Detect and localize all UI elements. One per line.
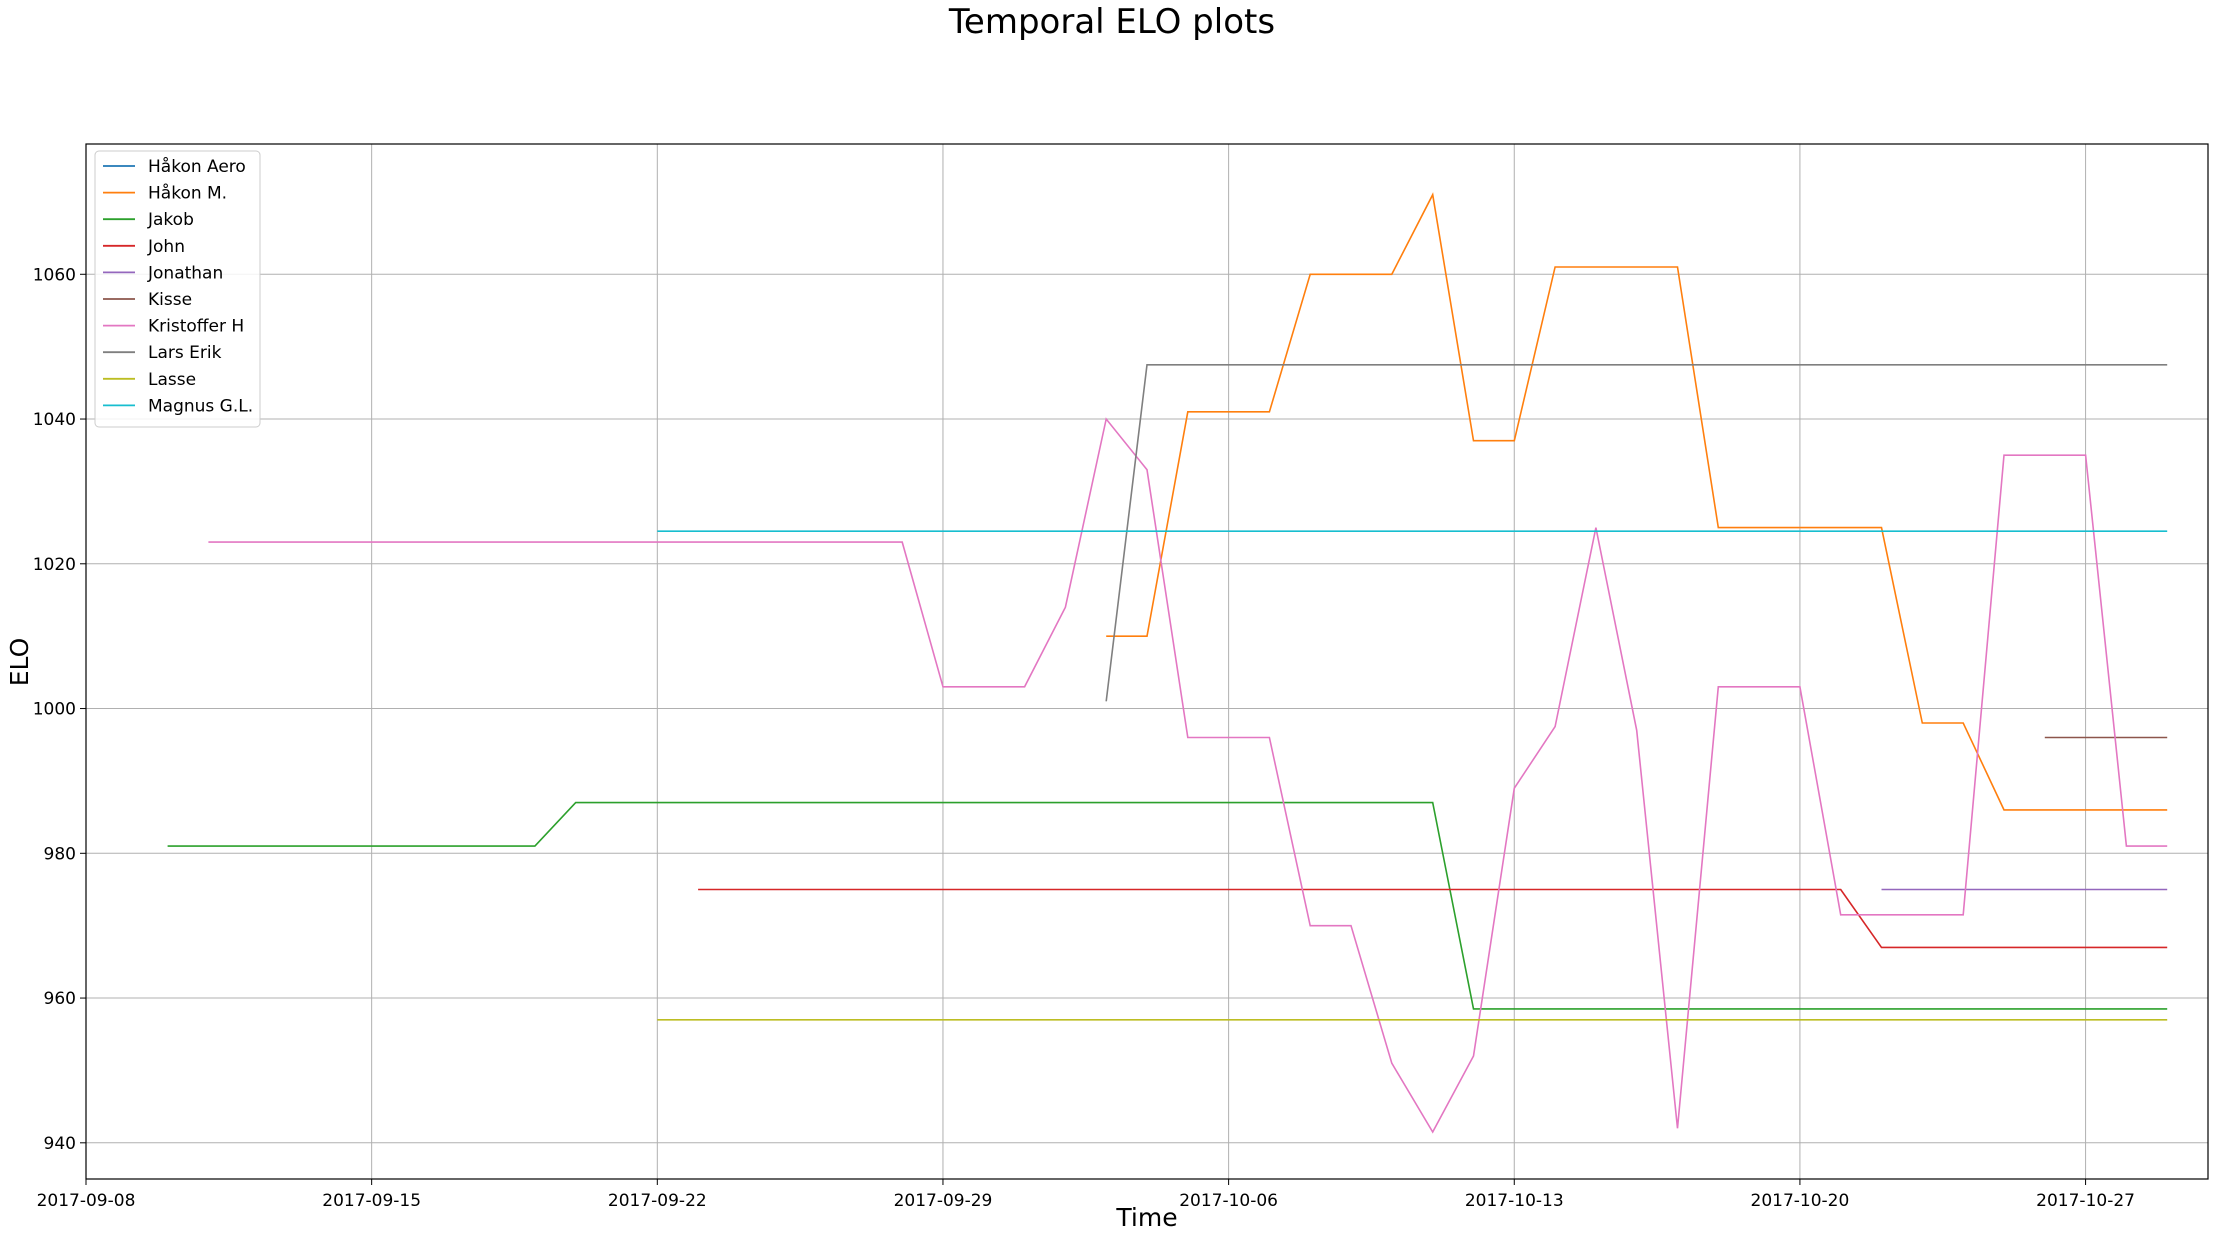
y-tick-label: 1060 bbox=[33, 265, 76, 285]
legend-label: Jonathan bbox=[147, 263, 223, 283]
series-line-kristoffer-h bbox=[208, 417, 2168, 1134]
series-line-john bbox=[698, 888, 2168, 949]
x-axis-label: Time bbox=[1115, 1203, 1177, 1232]
x-tick-label: 2017-09-15 bbox=[322, 1191, 421, 1211]
legend-label: Håkon M. bbox=[148, 183, 227, 204]
legend: Håkon Aero Håkon M. Jakob John Jonathan Kisse… bbox=[94, 150, 261, 428]
y-tick-label: 940 bbox=[44, 1134, 76, 1154]
plot-area-frame bbox=[85, 143, 2209, 1180]
x-tick-label: 2017-09-08 bbox=[37, 1191, 136, 1211]
legend-label: Kisse bbox=[148, 290, 192, 310]
chart-title: Temporal ELO plots bbox=[948, 2, 1275, 42]
legend-box bbox=[94, 150, 261, 428]
x-tick-label: 2017-10-06 bbox=[1179, 1191, 1278, 1211]
y-tick-label: 1020 bbox=[33, 555, 76, 575]
series-line-jakob bbox=[167, 801, 2168, 1010]
legend-label: Magnus G.L. bbox=[148, 396, 253, 416]
legend-label: John bbox=[147, 237, 185, 257]
x-tick-label: 2017-10-27 bbox=[2036, 1191, 2135, 1211]
series-line-h-kon-m bbox=[1106, 192, 2168, 811]
x-tick-label: 2017-10-13 bbox=[1465, 1191, 1564, 1211]
legend-label: Jakob bbox=[147, 210, 194, 230]
grid bbox=[85, 144, 2208, 1179]
x-tick-label: 2017-09-29 bbox=[894, 1191, 993, 1211]
y-tick-label: 960 bbox=[44, 989, 76, 1009]
legend-label: Kristoffer H bbox=[148, 317, 244, 337]
legend-label: Håkon Aero bbox=[148, 156, 246, 177]
y-tick-label: 1040 bbox=[33, 410, 76, 430]
y-axis-label: ELO bbox=[5, 638, 34, 687]
y-tick-label: 980 bbox=[44, 844, 76, 864]
series-line-lars-erik bbox=[1105, 363, 2168, 702]
y-tick-label: 1000 bbox=[33, 700, 76, 720]
series-lines bbox=[167, 192, 2168, 1134]
x-tick-label: 2017-09-22 bbox=[608, 1191, 707, 1211]
axis-ticks: 2017-09-08 2017-09-15 2017-09-22 2017-09-29… bbox=[33, 265, 2135, 1211]
legend-label: Lasse bbox=[148, 370, 196, 390]
x-tick-label: 2017-10-20 bbox=[1751, 1191, 1850, 1211]
legend-label: Lars Erik bbox=[148, 343, 222, 363]
